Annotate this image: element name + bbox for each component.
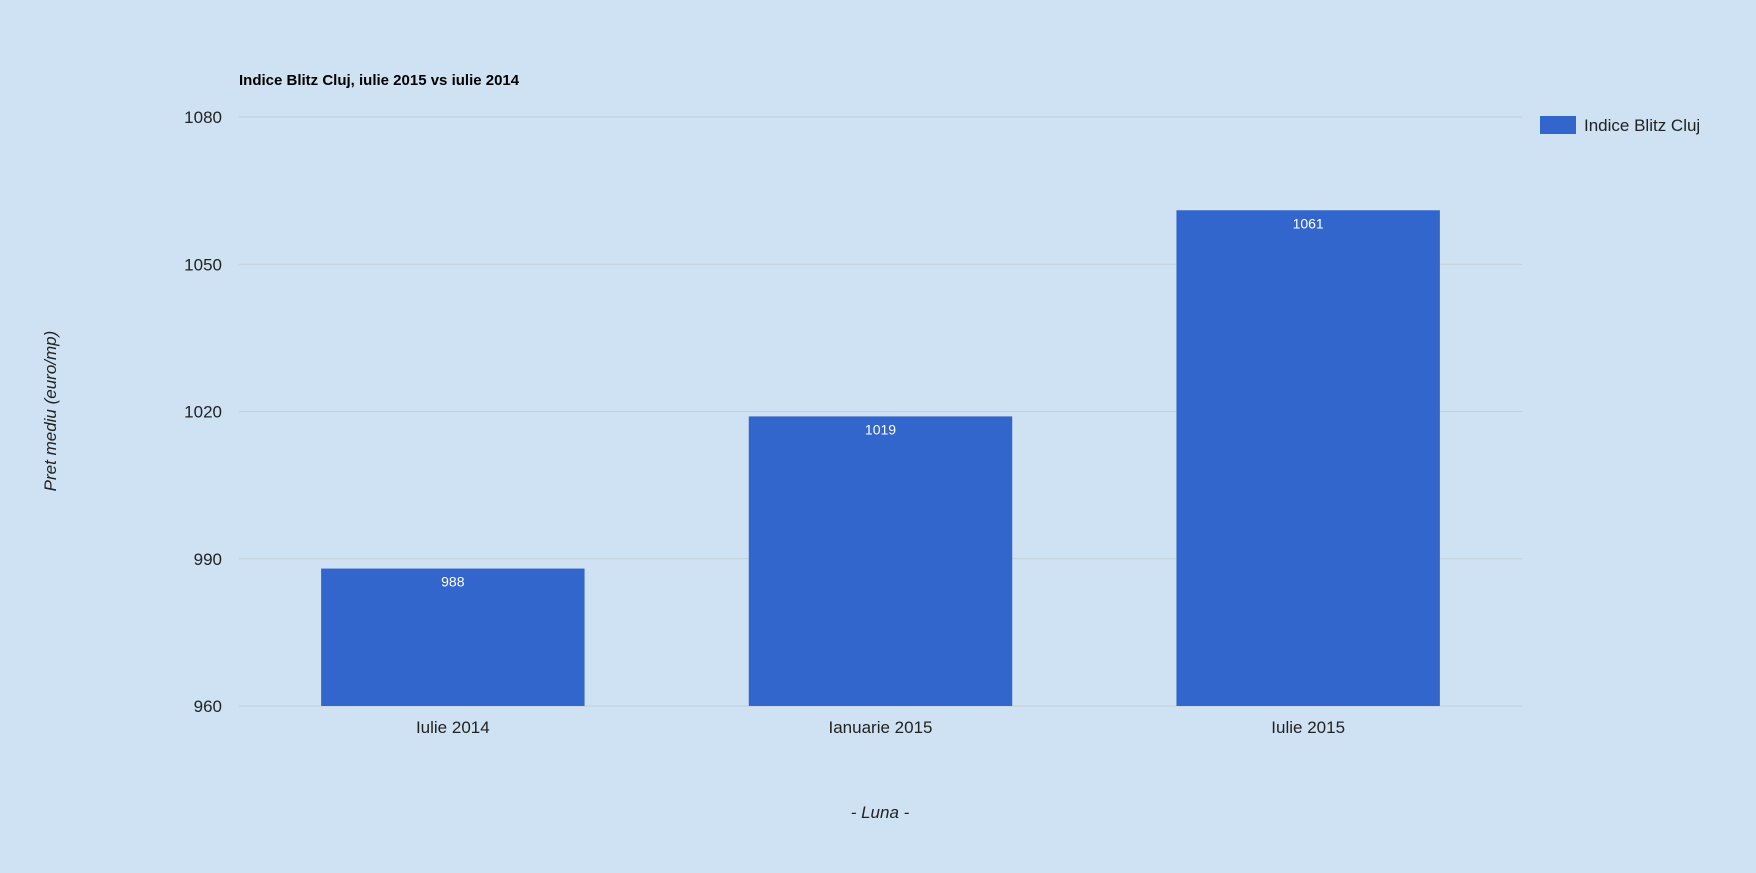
bar[interactable] [1176, 210, 1440, 706]
y-tick-label: 960 [194, 697, 222, 716]
y-tick-label: 990 [194, 550, 222, 569]
bar[interactable] [321, 568, 585, 706]
chart-title: Indice Blitz Cluj, iulie 2015 vs iulie 2… [239, 72, 520, 89]
legend-label: Indice Blitz Cluj [1584, 116, 1700, 135]
bar-data-label: 988 [441, 574, 465, 590]
x-axis-ticks: Iulie 2014 Ianuarie 2015 Iulie 2015 [416, 718, 1345, 737]
x-tick-label: Ianuarie 2015 [829, 718, 933, 737]
y-tick-label: 1020 [184, 403, 222, 422]
y-axis-title: Pret mediu (euro/mp) [41, 331, 60, 492]
bars [321, 210, 1440, 706]
bar-data-label: 1019 [865, 421, 896, 437]
y-tick-label: 1080 [184, 108, 222, 127]
x-tick-label: Iulie 2015 [1271, 718, 1345, 737]
x-tick-label: Iulie 2014 [416, 718, 490, 737]
legend: Indice Blitz Cluj [1540, 116, 1700, 135]
y-tick-label: 1050 [184, 255, 222, 274]
y-axis-ticks: 960 990 1020 1050 1080 [184, 108, 222, 716]
bar-data-label: 1061 [1293, 215, 1324, 231]
data-labels: 988 1019 1061 [441, 215, 1324, 589]
x-axis-title: - Luna - [851, 803, 910, 822]
legend-swatch [1540, 116, 1576, 134]
bar[interactable] [748, 416, 1013, 706]
